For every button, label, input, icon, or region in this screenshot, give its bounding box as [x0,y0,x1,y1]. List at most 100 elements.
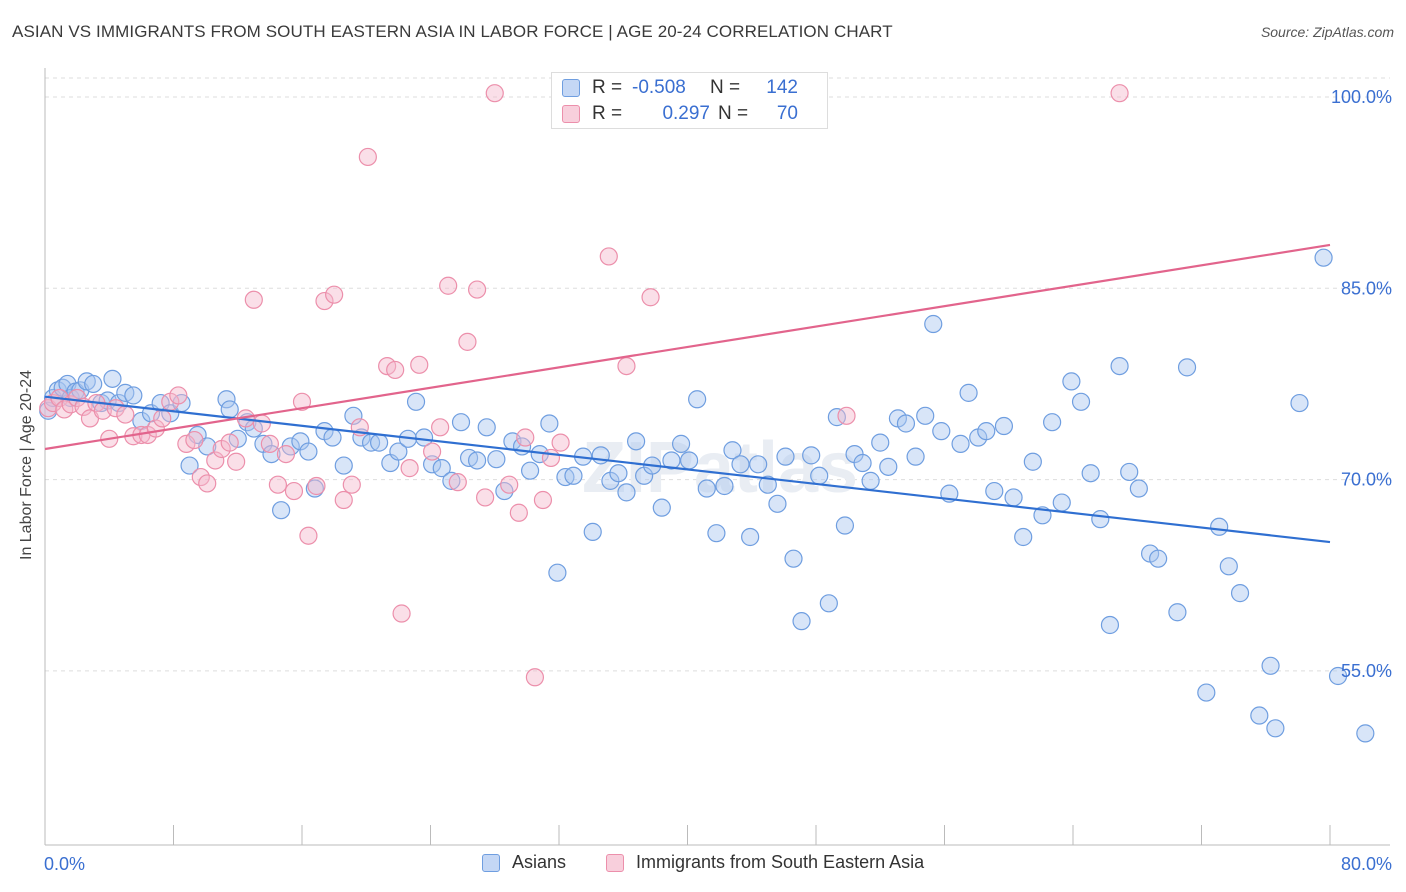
x-tick-labels: 0.0% 80.0% [44,854,1392,874]
data-point [358,147,377,167]
data-point [837,406,856,425]
data-point [1129,479,1148,498]
data-point [776,447,795,466]
data-point [307,476,326,496]
data-point [835,516,855,535]
data-point [626,432,646,451]
data-point [185,430,204,450]
data-point [1356,724,1375,743]
data-point [284,481,304,501]
data-point [609,464,628,483]
data-point [680,451,699,470]
data-point [476,488,495,507]
data-point [1290,393,1309,413]
data-point [1052,493,1071,512]
data-point [198,474,217,493]
data-point [485,84,504,103]
data-point [227,452,246,471]
data-point [749,455,768,474]
data-point [819,594,838,613]
data-point [431,418,450,437]
data-point [1261,656,1280,675]
data-point [423,455,442,474]
data-point [731,455,750,474]
r-label: R = [592,77,623,98]
data-point [1120,462,1139,482]
data-point [458,332,477,351]
legend-row-immigrants: R = 0.297 N = 70 [562,102,798,126]
y-tick-label: 85.0% [1341,278,1392,298]
y-tick-label: 70.0% [1341,470,1392,490]
data-point [276,444,296,464]
data-point [564,466,583,485]
data-point [792,612,811,631]
data-point [548,563,567,582]
data-point [292,392,312,411]
data-point [871,433,890,452]
data-point [299,442,318,461]
data-point [516,428,535,447]
data-point [442,471,461,490]
trend-lines [44,243,1331,544]
data-point [432,459,451,478]
data-point [410,355,429,374]
trend-line-immigrants [44,243,1331,451]
data-point [334,456,353,475]
data-point [323,428,342,447]
y-tick-label: 55.0% [1341,661,1392,681]
legend-item-asians[interactable]: Asians [482,852,566,873]
data-point [244,290,263,309]
axes [44,68,1390,846]
data-point [977,422,996,441]
data-point [116,405,135,424]
r-value: 0.297 [662,103,710,124]
x-tick-label: 80.0% [1341,854,1392,874]
data-point [1177,358,1197,377]
x-tick-label: 0.0% [44,854,85,874]
data-point [124,386,143,405]
data-point [707,524,726,543]
data-point [389,442,408,461]
r-label: R = [592,103,623,124]
data-point [906,447,925,466]
data-point [802,446,821,465]
data-point [342,475,361,494]
data-point [896,414,916,433]
data-point [1043,413,1062,432]
data-point [1328,666,1348,686]
data-point [697,479,716,498]
data-point [525,668,545,687]
series-asians [39,248,1375,743]
data-point [617,483,636,502]
data-point [916,406,935,425]
data-point [68,388,87,408]
n-value: 142 [766,77,798,98]
data-point [500,475,519,494]
data-point [1081,464,1100,483]
data-point [1230,584,1250,603]
data-point [477,418,496,437]
data-point [520,461,540,480]
data-point [641,288,660,307]
data-point [299,526,318,545]
data-point [715,476,734,496]
n-label: N = [710,77,741,98]
data-point [487,450,506,469]
chart-title: ASIAN VS IMMIGRANTS FROM SOUTH EASTERN A… [12,22,893,41]
data-point [662,451,681,470]
data-point [879,457,898,476]
data-point [220,400,239,419]
data-point [741,527,760,547]
data-point [334,490,353,510]
data-point [423,442,442,461]
legend-label: Immigrants from South Eastern Asia [636,852,925,872]
series-immigrants [39,81,1129,687]
data-point [153,409,172,428]
asians-swatch [562,79,580,97]
data-point [400,459,419,478]
legend-item-immigrants[interactable]: Immigrants from South Eastern Asia [606,852,924,873]
data-point [448,473,467,492]
data-point [370,433,389,452]
data-point [1014,527,1033,547]
